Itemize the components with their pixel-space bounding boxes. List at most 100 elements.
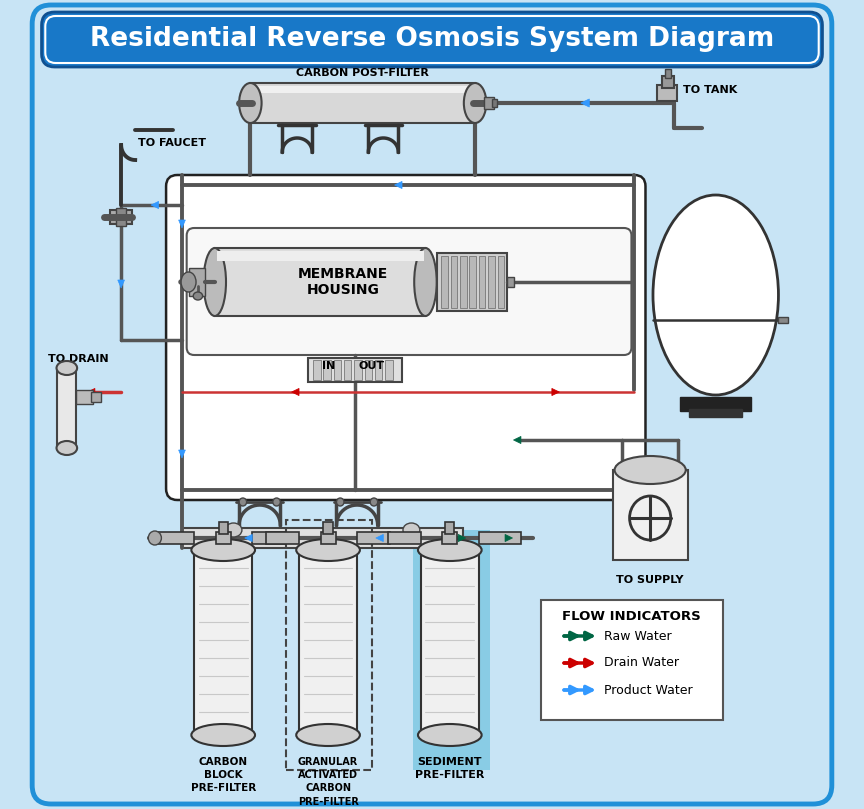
Text: MEMBRANE
HOUSING: MEMBRANE HOUSING — [298, 267, 388, 297]
Text: TO FAUCET: TO FAUCET — [138, 138, 206, 148]
Bar — [663, 76, 674, 88]
Bar — [413, 530, 490, 770]
FancyBboxPatch shape — [41, 12, 823, 67]
Bar — [299, 550, 357, 735]
Bar — [110, 210, 132, 224]
Ellipse shape — [239, 498, 246, 506]
Bar — [252, 86, 473, 93]
Bar — [442, 256, 448, 308]
Bar — [266, 532, 299, 544]
Polygon shape — [151, 201, 159, 209]
Bar — [354, 360, 362, 380]
Text: TO TANK: TO TANK — [683, 85, 737, 95]
Text: IN: IN — [322, 361, 335, 371]
Polygon shape — [376, 535, 384, 541]
Ellipse shape — [464, 83, 486, 123]
Text: Residential Reverse Osmosis System Diagram: Residential Reverse Osmosis System Diagr… — [90, 27, 774, 53]
Bar — [442, 532, 457, 544]
Bar — [778, 317, 788, 323]
Ellipse shape — [56, 441, 77, 455]
Bar — [680, 397, 752, 411]
Bar — [365, 360, 372, 380]
Polygon shape — [552, 388, 559, 396]
Ellipse shape — [191, 539, 255, 561]
Ellipse shape — [414, 248, 436, 316]
Ellipse shape — [239, 83, 262, 123]
Bar — [479, 256, 486, 308]
FancyBboxPatch shape — [32, 5, 832, 804]
Bar — [117, 208, 126, 226]
Bar — [321, 532, 335, 544]
Bar — [155, 532, 194, 544]
Polygon shape — [513, 436, 521, 443]
Bar — [308, 358, 402, 382]
Bar — [375, 360, 383, 380]
Ellipse shape — [336, 498, 344, 506]
FancyBboxPatch shape — [166, 175, 645, 500]
Bar — [215, 248, 425, 316]
Text: Raw Water: Raw Water — [604, 629, 672, 642]
Bar — [421, 550, 479, 735]
Text: OUT: OUT — [358, 361, 384, 371]
Bar — [188, 268, 206, 296]
Bar — [461, 256, 467, 308]
Bar — [219, 522, 228, 534]
Bar — [488, 256, 495, 308]
Ellipse shape — [149, 531, 162, 545]
Bar — [58, 368, 76, 448]
Bar — [252, 532, 285, 544]
Bar — [76, 390, 93, 404]
Ellipse shape — [653, 195, 778, 395]
Ellipse shape — [191, 724, 255, 746]
Polygon shape — [179, 220, 186, 228]
Ellipse shape — [418, 724, 481, 746]
Text: Drain Water: Drain Water — [604, 656, 679, 670]
Polygon shape — [118, 280, 124, 288]
Bar — [334, 360, 341, 380]
Bar — [217, 251, 423, 261]
Bar — [445, 522, 454, 534]
Bar — [344, 360, 352, 380]
Ellipse shape — [370, 498, 378, 506]
Polygon shape — [245, 535, 252, 541]
Bar — [485, 97, 494, 109]
Polygon shape — [458, 535, 466, 541]
Ellipse shape — [418, 539, 481, 561]
Bar — [182, 528, 463, 548]
Bar — [323, 360, 331, 380]
Bar — [507, 277, 514, 287]
Ellipse shape — [273, 498, 280, 506]
Text: FLOW INDICATORS: FLOW INDICATORS — [562, 609, 701, 622]
Polygon shape — [395, 181, 402, 188]
Bar — [92, 392, 100, 402]
Bar — [388, 532, 421, 544]
Ellipse shape — [204, 248, 226, 316]
Text: GRANULAR
ACTIVATED
CARBON
PRE-FILTER
(NRO-5 ONLY): GRANULAR ACTIVATED CARBON PRE-FILTER (NR… — [290, 757, 365, 809]
Ellipse shape — [225, 523, 242, 537]
Polygon shape — [291, 388, 299, 396]
Bar — [323, 522, 333, 534]
Polygon shape — [581, 99, 589, 107]
Bar — [492, 99, 497, 107]
Bar — [286, 520, 372, 770]
Bar — [357, 532, 390, 544]
Bar — [613, 470, 688, 560]
Text: TO DRAIN: TO DRAIN — [48, 354, 109, 364]
Text: CARBON POST-FILTER: CARBON POST-FILTER — [296, 68, 429, 78]
Bar — [385, 360, 392, 380]
Bar — [451, 256, 457, 308]
Ellipse shape — [614, 456, 686, 484]
Ellipse shape — [296, 539, 360, 561]
FancyBboxPatch shape — [187, 228, 632, 355]
Polygon shape — [505, 535, 512, 541]
Ellipse shape — [403, 523, 420, 537]
Bar — [251, 83, 475, 123]
Polygon shape — [87, 388, 95, 396]
Text: SEDIMENT
PRE-FILTER: SEDIMENT PRE-FILTER — [415, 757, 485, 780]
Bar — [665, 69, 670, 78]
Bar — [479, 532, 521, 544]
Text: TO SUPPLY: TO SUPPLY — [616, 575, 684, 585]
Bar — [657, 85, 677, 101]
Ellipse shape — [194, 292, 202, 300]
Bar — [313, 360, 321, 380]
